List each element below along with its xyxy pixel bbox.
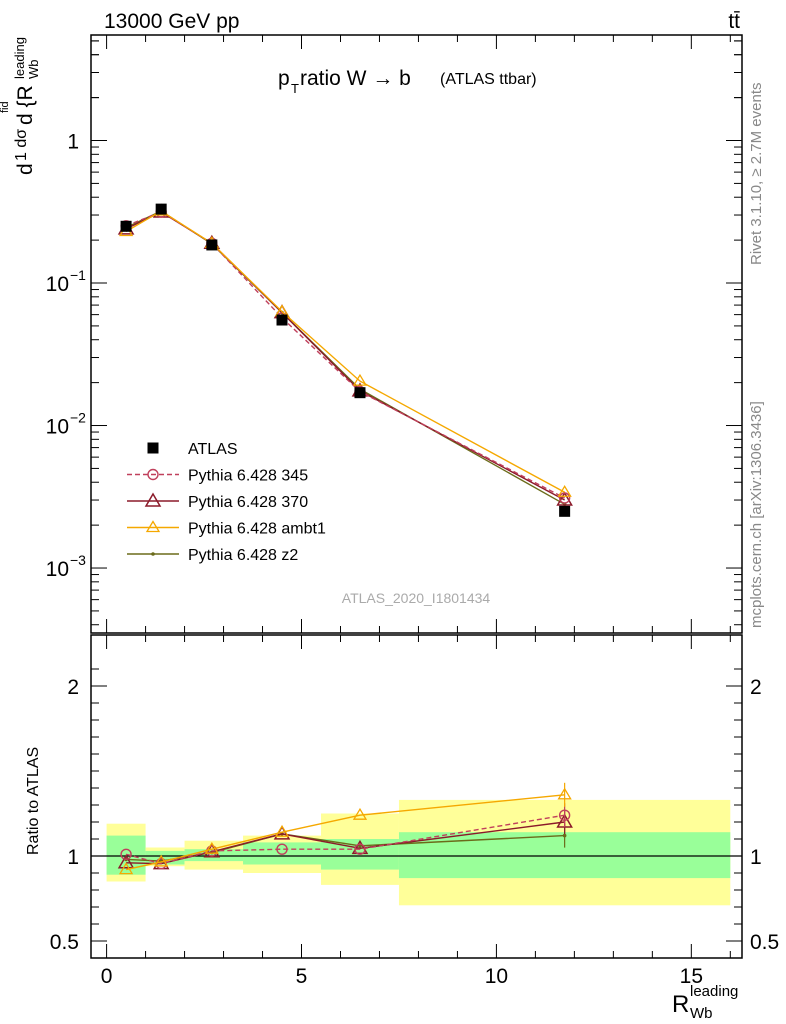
- atlas-point: [147, 442, 159, 454]
- ratio-axis-label: Ratio to ATLAS: [25, 747, 42, 855]
- z2-point: [562, 833, 567, 838]
- legend-label-z2: Pythia 6.428 z2: [188, 547, 298, 564]
- atlas-point: [354, 387, 366, 399]
- atlas-point: [559, 505, 571, 517]
- y-tick-label-exp: −1: [70, 267, 86, 283]
- ratio-y-tick-label: 2: [67, 676, 79, 699]
- ratio-y-tick-label: 1: [67, 846, 79, 869]
- p345-point: [120, 848, 132, 860]
- ambt1-point: [118, 862, 134, 875]
- title-sub: T: [291, 81, 299, 96]
- atlas-point: [155, 203, 167, 215]
- title-main: p: [278, 67, 290, 90]
- ambt1-point: [274, 824, 290, 837]
- watermark: ATLAS_2020_I1801434: [342, 590, 491, 606]
- ratio-series: [117, 782, 573, 875]
- p345-point: [276, 843, 288, 855]
- y-label-prefix: d: [14, 163, 37, 175]
- main-series: [117, 203, 573, 517]
- y-axis-label: d 1 dσ d {R leading Wb fid: [0, 37, 41, 175]
- band-inner-bin: [243, 842, 321, 865]
- ambt1-ratio-line: [125, 794, 565, 871]
- y-tick-label-exp: −3: [70, 552, 86, 568]
- y-label-sub: Wb: [26, 60, 41, 80]
- y-label-expr: d {R: [14, 85, 37, 125]
- z2-line: [125, 210, 565, 505]
- rivet-label: Rivet 3.1.10, ≥ 2.7M events: [748, 83, 765, 266]
- z2-point: [151, 552, 155, 556]
- p370-point: [144, 492, 162, 507]
- main-frame: [90, 34, 743, 634]
- ratio-y-tick-label-right: 2: [750, 676, 762, 699]
- y-tick-label: 10: [46, 416, 69, 439]
- ambt1-point: [352, 373, 368, 386]
- x-tick-label: 10: [485, 965, 508, 988]
- y-tick-label-exp: −2: [70, 410, 86, 426]
- plot-title: p T ratio W → b (ATLAS ttbar): [278, 67, 537, 96]
- legend-label-p345: Pythia 6.428 345: [188, 468, 308, 485]
- process-label: tt̄: [728, 10, 740, 33]
- mcplots-label: mcplots.cern.ch [arXiv:1306.3436]: [748, 401, 765, 628]
- y-label-fid: fid: [0, 101, 11, 113]
- ratio-y-tick-label-right: 0.5: [750, 931, 779, 954]
- energy-label: 13000 GeV pp: [104, 10, 239, 33]
- ratio-y-tick-label-right: 1: [750, 846, 762, 869]
- ambt1-point: [557, 485, 572, 497]
- legend: ATLAS Pythia 6.428 345 Pythia 6.428 370 Pyt…: [127, 441, 326, 564]
- ratio-bands: [91, 799, 742, 906]
- plot-frames: [90, 34, 743, 959]
- x-label-sub: Wb: [690, 1005, 713, 1022]
- ratio-y-tick-label: 0.5: [50, 931, 79, 954]
- p370-point: [556, 491, 573, 506]
- atlas-point: [120, 220, 132, 232]
- ambt1-point: [352, 807, 368, 820]
- title-small: (ATLAS ttbar): [440, 71, 537, 88]
- x-axis-label: R leading Wb: [672, 983, 738, 1022]
- y-label-inner: 1 dσ: [13, 129, 30, 161]
- p345-point: [147, 468, 159, 481]
- ambt1-point: [557, 787, 572, 800]
- x-tick-label: 5: [296, 965, 308, 988]
- ambt1-point: [145, 520, 161, 533]
- y-tick-label: 10: [46, 273, 69, 296]
- legend-label-ambt1: Pythia 6.428 ambt1: [188, 521, 326, 538]
- x-label-main: R: [672, 991, 689, 1018]
- x-label-sup: leading: [690, 983, 738, 1000]
- ratio-frame: [90, 634, 743, 959]
- y-tick-label: 1: [67, 131, 79, 154]
- p370-point: [117, 854, 135, 869]
- title-rest: ratio W → b: [300, 67, 411, 90]
- atlas-point: [276, 314, 288, 326]
- ambt1-point: [204, 841, 219, 854]
- p345-point: [558, 809, 571, 821]
- x-tick-label: 0: [101, 965, 113, 988]
- p370-point: [351, 839, 369, 855]
- p345-point: [354, 843, 366, 855]
- y-label-sup: leading: [12, 37, 27, 79]
- atlas-point: [206, 239, 218, 251]
- p345-point: [558, 492, 571, 504]
- ambt1-point: [154, 854, 169, 867]
- p345-line: [125, 211, 565, 499]
- legend-label-p370: Pythia 6.428 370: [188, 494, 308, 511]
- p345-ratio-line: [125, 814, 565, 865]
- legend-label-atlas: ATLAS: [188, 441, 238, 458]
- x-tick-label: 15: [680, 965, 703, 988]
- y-tick-label: 10: [46, 558, 69, 581]
